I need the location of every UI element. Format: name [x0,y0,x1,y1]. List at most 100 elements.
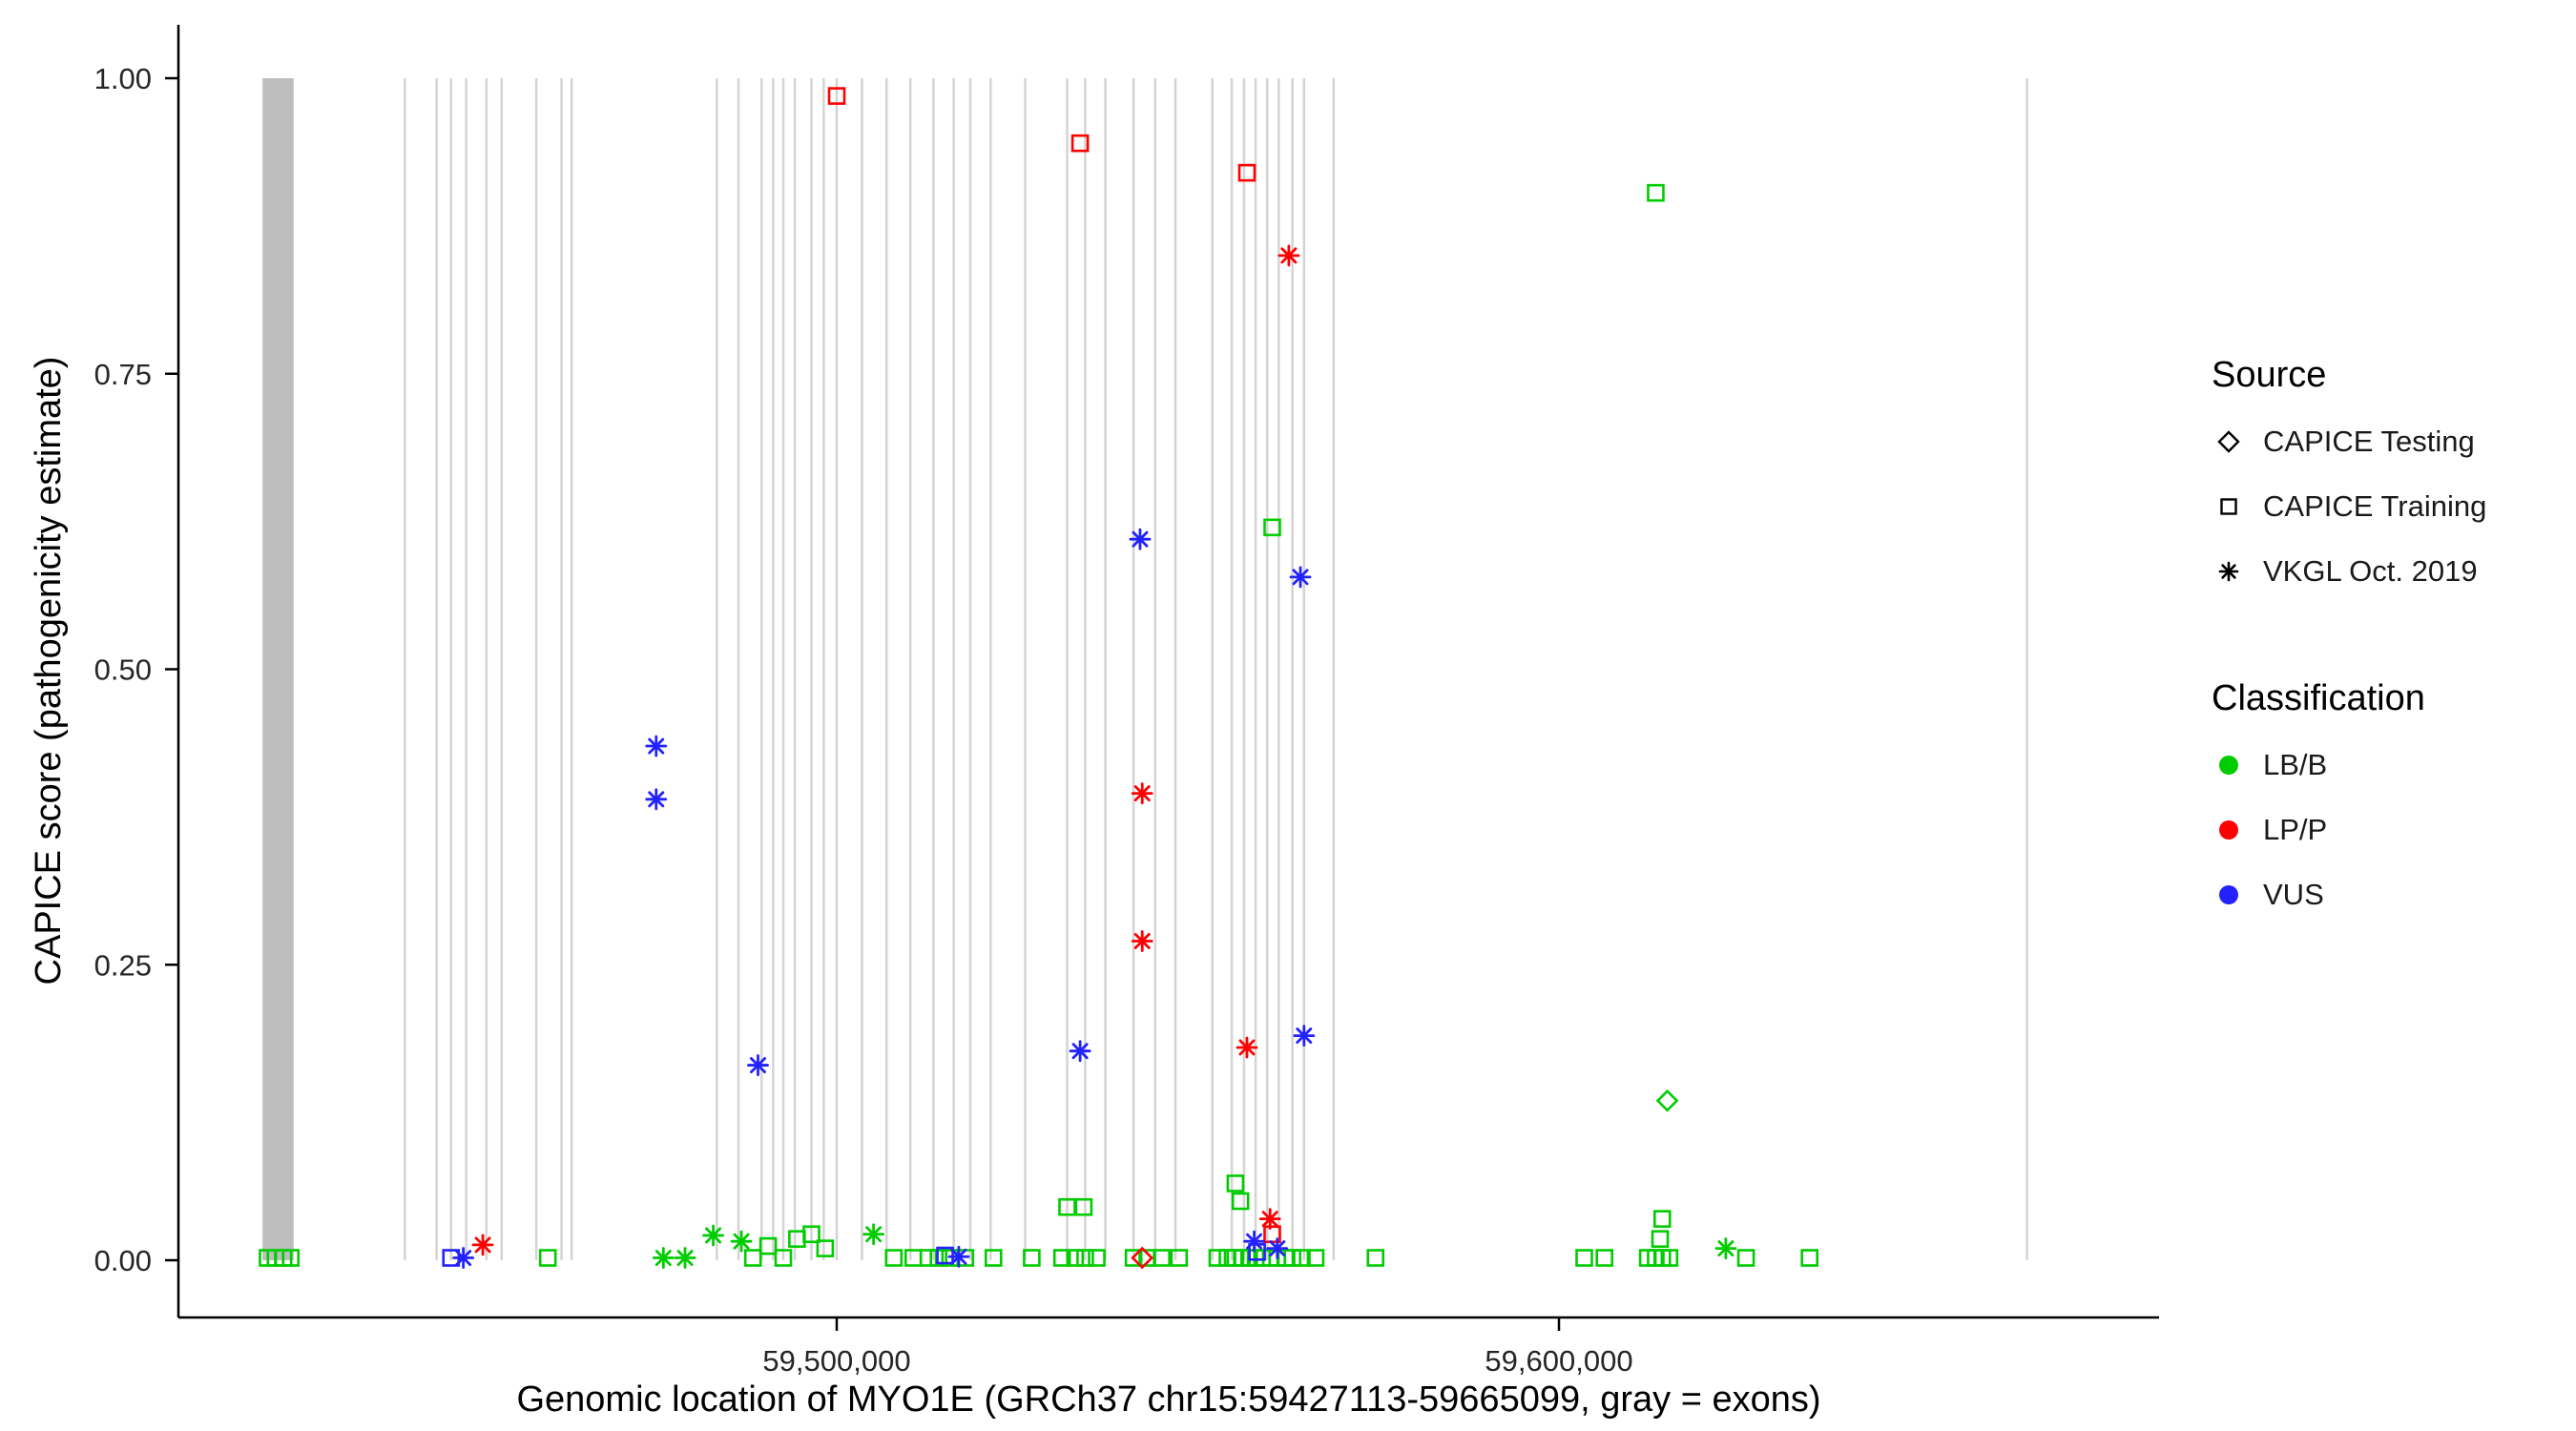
legend-source-group: Source CAPICE Testing CAPICE Training [2212,355,2486,619]
legend-item-vus: VUS [2212,878,2486,912]
point-square [788,1230,806,1248]
point-square [816,1239,835,1257]
legend-item-capice-testing: CAPICE Testing [2212,425,2486,459]
point-square [1052,1249,1071,1267]
legend-item-label: CAPICE Testing [2263,425,2475,458]
legend-item-lpp: LP/P [2212,813,2486,847]
point-asterisk [676,1250,694,1266]
legend-classification-group: Classification LB/B LP/P VUS [2212,678,2486,943]
point-square [919,1249,938,1267]
point-square [1595,1249,1613,1267]
point-asterisk [1071,1043,1089,1060]
point-asterisk [1292,569,1309,586]
point-square [1647,183,1665,202]
y-tick-label: 1.00 [94,62,152,95]
point-square [281,1249,301,1267]
legend-item-vkgl: VKGL Oct. 2019 [2212,554,2486,589]
y-tick-label: 0.00 [94,1244,152,1277]
point-asterisk [705,1227,722,1244]
point-square [1058,1197,1076,1216]
point-square [1023,1249,1041,1267]
point-asterisk [1296,1027,1313,1045]
point-square [1088,1249,1106,1267]
point-square [904,1249,923,1267]
legend: Source CAPICE Testing CAPICE Training [2212,355,2486,943]
point-asterisk [865,1226,883,1243]
y-tick-label: 0.50 [94,653,152,687]
legend-item-label: LP/P [2263,813,2328,846]
point-square [538,1249,557,1267]
point-asterisk [950,1248,967,1265]
point-square [1283,1249,1301,1267]
point-asterisk [1717,1240,1735,1257]
point-asterisk [1133,785,1151,802]
x-tick-label: 59,600,000 [1485,1344,1632,1378]
diamond-icon [2217,430,2240,453]
point-square [884,1249,904,1267]
point-square [1736,1249,1755,1267]
point-square [984,1249,1003,1267]
legend-item-label: LB/B [2263,748,2328,781]
point-square [1076,1249,1094,1267]
point-square [1800,1249,1818,1267]
point-diamond [1131,1246,1154,1270]
square-icon [2220,498,2237,515]
dot-icon-lpp [2219,820,2238,840]
legend-item-lbb: LB/B [2212,748,2486,782]
point-square [774,1249,793,1267]
point-asterisk [1132,530,1149,548]
point-square [1070,134,1090,153]
point-square [743,1249,762,1267]
point-square [802,1225,821,1244]
asterisk-icon [2218,561,2239,582]
point-square [1293,1249,1311,1267]
legend-item-capice-training: CAPICE Training [2212,489,2486,524]
point-square [1575,1249,1593,1267]
point-square [1652,1210,1672,1228]
dot-icon-lbb [2219,756,2238,775]
point-square [758,1236,778,1255]
x-axis-title: Genomic location of MYO1E (GRCh37 chr15:… [516,1379,1821,1420]
point-asterisk [1133,932,1151,949]
x-tick-label: 59,500,000 [762,1344,910,1378]
point-square [1366,1249,1385,1267]
point-asterisk [750,1057,766,1074]
point-asterisk [733,1233,750,1250]
point-diamond [1655,1089,1679,1112]
point-square [1660,1249,1679,1267]
point-square [1651,1230,1670,1248]
legend-classification-title: Classification [2212,678,2425,718]
y-tick-label: 0.75 [94,358,152,391]
point-square [1306,1249,1325,1267]
point-asterisk [648,737,665,755]
legend-source-title: Source [2212,355,2327,395]
legend-item-label: VKGL Oct. 2019 [2263,554,2478,588]
point-asterisk [648,791,665,808]
exon-block [262,78,294,1260]
dot-icon-vus [2219,885,2238,904]
point-square [936,1246,954,1265]
point-asterisk [474,1236,491,1254]
point-square [1237,163,1257,182]
point-square [1074,1197,1093,1216]
point-square [442,1249,461,1267]
y-axis-title: CAPICE score (pathogenicity estimate) [29,356,69,985]
point-asterisk [1238,1039,1256,1056]
point-asterisk [1280,247,1298,264]
point-square [1066,1249,1085,1267]
point-square [1231,1192,1250,1211]
point-asterisk [1269,1240,1286,1257]
point-square [1208,1249,1227,1267]
point-square [827,87,846,105]
point-square [1170,1249,1189,1267]
point-square [1226,1174,1245,1192]
legend-item-label: CAPICE Training [2263,489,2487,523]
legend-item-label: VUS [2263,878,2324,911]
y-tick-label: 0.25 [94,948,152,982]
point-asterisk [654,1250,672,1266]
point-square [1248,1243,1266,1261]
point-square [1124,1249,1143,1267]
point-square [1153,1249,1171,1267]
